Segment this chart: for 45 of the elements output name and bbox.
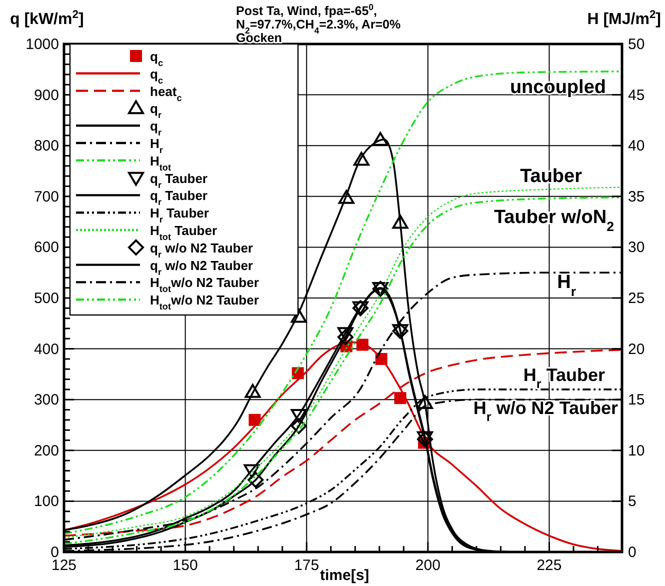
legend-label: q$_{r}$ Tauber: [150, 170, 208, 190]
y2-tick-label: 25: [628, 290, 645, 307]
x-tick-label: 200: [415, 557, 440, 574]
legend-label: heat$_{c}$: [150, 84, 182, 103]
legend-label: q$_{r}$: [150, 118, 162, 138]
x-tick-label: 150: [172, 557, 198, 574]
y2-tick-label: 0: [628, 544, 636, 561]
legend-label: H$_{tot}$: [150, 153, 172, 172]
y-tick-label: 800: [34, 138, 59, 155]
x-axis-title: time[s]: [320, 567, 370, 584]
y-tick-label: 1000: [26, 36, 59, 53]
chart-title: Post Ta, Wind, fpa=-65$^{0}$,: [236, 2, 378, 18]
y-tick-label: 700: [34, 188, 59, 206]
y-tick-label: 400: [34, 340, 59, 358]
legend-label: H$_{tot}$ Tauber: [150, 223, 218, 242]
y2-tick-label: 20: [628, 340, 645, 358]
y2-tick-label: 50: [628, 36, 645, 53]
y2-tick-label: 35: [628, 188, 645, 206]
legend-label: q$_{r}$ w/o N2 Tauber: [150, 258, 253, 277]
y2-tick-label: 15: [628, 392, 645, 409]
y2-tick-label: 45: [628, 86, 645, 104]
y-tick-label: 600: [34, 239, 59, 256]
legend-label: H$_{tot}$w/o N2 Tauber: [150, 292, 259, 312]
y-tick-label: 500: [34, 290, 59, 307]
y-axis-title: q [kW/m$^{2}$]: [10, 9, 84, 28]
y2-tick-label: 30: [628, 239, 645, 256]
x-tick-label: 225: [536, 557, 562, 574]
y2-tick-label: 40: [628, 138, 645, 155]
x-tick-label: 175: [294, 557, 320, 574]
y2-tick-label: 5: [628, 493, 636, 510]
y-tick-label: 200: [34, 442, 59, 460]
annotation: H$_{r}$: [557, 272, 576, 298]
legend-label: q$_{c}$: [150, 49, 164, 68]
y2-tick-label: 10: [628, 442, 645, 460]
legend-label: H$_{r}$ Tauber: [150, 206, 209, 225]
y-tick-label: 300: [34, 392, 59, 409]
legend-label: q$_{r}$ w/o N2 Tauber: [150, 240, 253, 260]
legend-label: H$_{tot}$w/o N2 Tauber: [150, 275, 259, 294]
legend-label: q$_{c}$: [150, 66, 164, 86]
y2-axis-title: H [MJ/m$^{2}$]: [587, 9, 661, 28]
legend-label: q$_{r}$ Tauber: [150, 188, 208, 208]
y-tick-label: 900: [34, 86, 59, 104]
legend-label: H$_{r}$: [150, 136, 164, 155]
legend-label: q$_{r}$: [150, 101, 162, 120]
y-tick-label: 100: [34, 493, 59, 510]
